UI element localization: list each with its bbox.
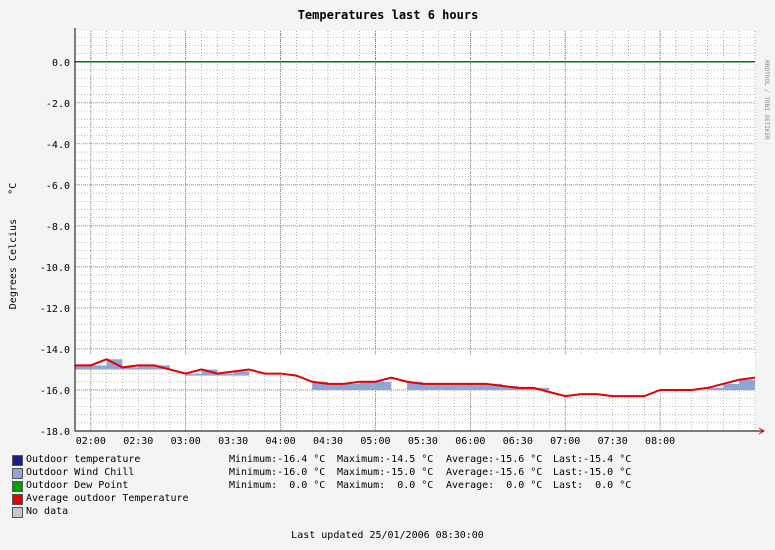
legend-swatch (12, 494, 23, 505)
x-tick-label: 03:30 (218, 436, 248, 447)
legend-label: Outdoor Dew Point (26, 480, 129, 491)
legend-label: Outdoor temperature (26, 454, 141, 465)
y-tick-label: -14.0 (40, 345, 70, 356)
x-tick-label: 02:00 (76, 436, 106, 447)
y-tick-label: -16.0 (40, 386, 70, 397)
y-tick-label: -2.0 (46, 99, 70, 110)
legend-label: No data (26, 506, 69, 517)
x-tick-label: 08:00 (645, 436, 675, 447)
x-tick-label: 02:30 (123, 436, 153, 447)
y-tick-label: -18.0 (40, 427, 70, 438)
y-tick-label: -8.0 (46, 222, 70, 233)
legend-stat-last: Last: 0.0 °C (553, 480, 632, 491)
x-tick-label: 06:30 (503, 436, 533, 447)
x-tick-label: 05:00 (360, 436, 390, 447)
legend-stat-avg: Average: 0.0 °C (446, 480, 543, 491)
legend-swatch (12, 455, 23, 466)
x-tick-label: 07:00 (550, 436, 580, 447)
last-updated: Last updated 25/01/2006 08:30:00 (291, 530, 484, 541)
x-tick-label: 04:30 (313, 436, 343, 447)
legend-stat-max: Maximum:-14.5 °C (337, 454, 434, 465)
legend-stat-max: Maximum:-15.0 °C (337, 467, 434, 478)
legend-stat-min: Minimum:-16.0 °C (229, 467, 326, 478)
x-tick-label: 06:00 (455, 436, 485, 447)
y-tick-label: -12.0 (40, 304, 70, 315)
chart-title: Temperatures last 6 hours (298, 8, 479, 22)
legend-swatch (12, 468, 23, 479)
legend-stat-max: Maximum: 0.0 °C (337, 480, 434, 491)
y-axis-label: Degrees Celcius °C (8, 183, 19, 309)
legend-swatch (12, 481, 23, 492)
legend-label: Outdoor Wind Chill (26, 467, 135, 478)
legend-label: Average outdoor Temperature (26, 493, 189, 504)
legend-stat-min: Minimum:-16.4 °C (229, 454, 326, 465)
y-tick-label: -6.0 (46, 181, 70, 192)
series-outdoor-temperature-area (75, 61, 755, 397)
legend-stat-min: Minimum: 0.0 °C (229, 480, 326, 491)
x-tick-label: 03:00 (171, 436, 201, 447)
x-tick-label: 07:30 (598, 436, 628, 447)
x-tick-label: 05:30 (408, 436, 438, 447)
x-axis-arrow (758, 427, 765, 435)
y-tick-label: -10.0 (40, 263, 70, 274)
legend-swatch (12, 507, 23, 518)
series-average-line (75, 358, 756, 398)
y-tick-label: -4.0 (46, 140, 70, 151)
x-tick-label: 04:00 (266, 436, 296, 447)
legend-stat-avg: Average:-15.6 °C (446, 454, 543, 465)
legend-stat-last: Last:-15.4 °C (553, 454, 632, 465)
y-tick-label: 0.0 (52, 58, 70, 69)
watermark: RRDTOOL / TOBI OETIKER (763, 60, 770, 140)
legend-stat-avg: Average:-15.6 °C (446, 467, 543, 478)
legend-stat-last: Last:-15.0 °C (553, 467, 632, 478)
